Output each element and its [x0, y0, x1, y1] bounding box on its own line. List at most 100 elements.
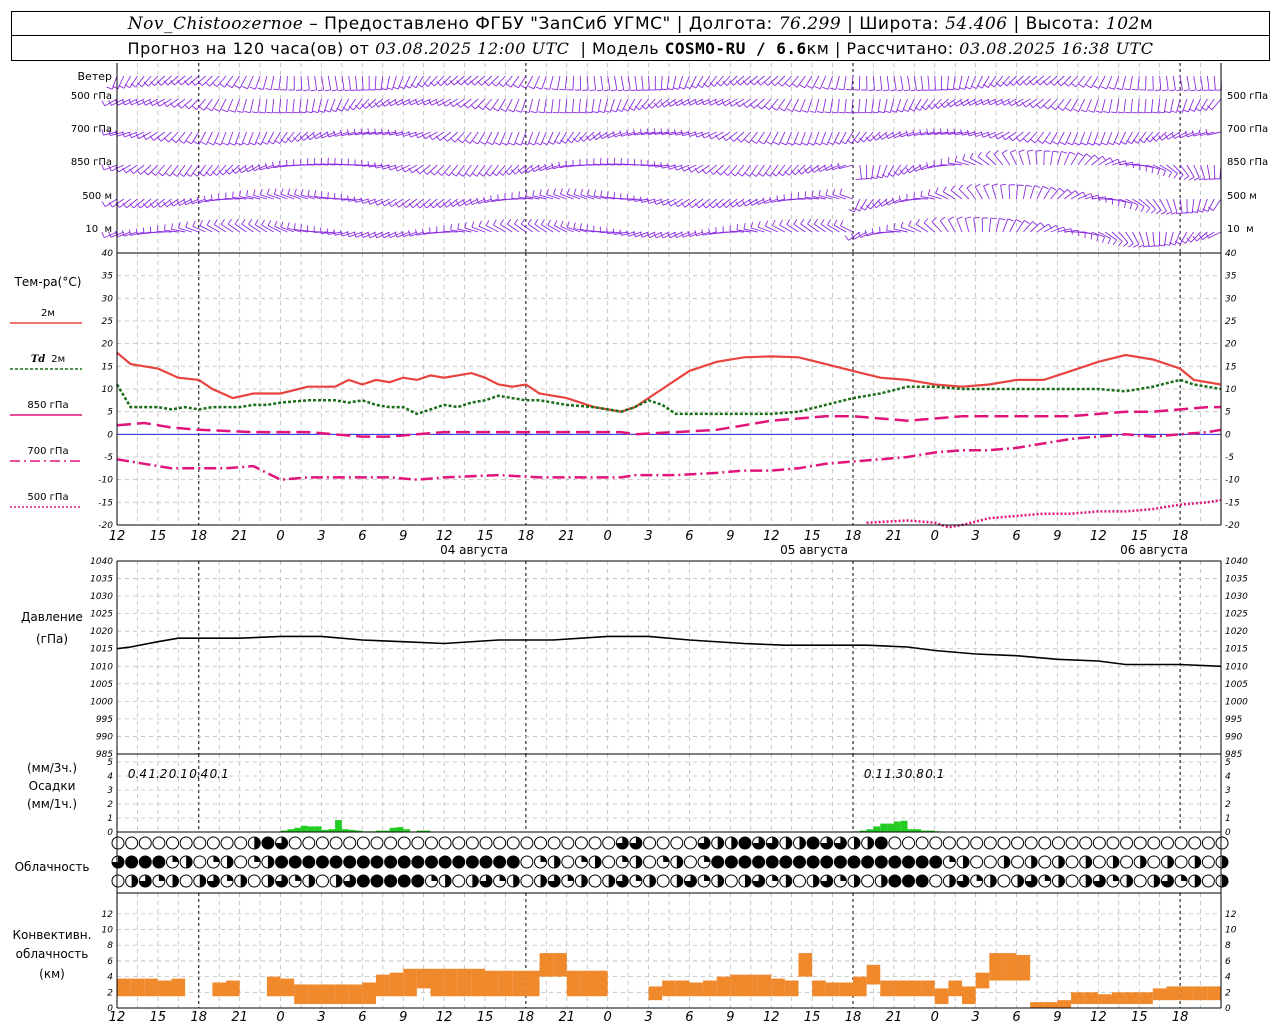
wind-barb-feather	[660, 232, 664, 239]
wind-barb-feather	[1052, 141, 1059, 145]
wind-barb-staff	[820, 223, 833, 233]
wind-barb-feather	[586, 189, 590, 196]
wind-barb-feather	[199, 106, 205, 111]
wind-barb-staff	[1106, 75, 1113, 90]
wind-barb-staff	[848, 231, 861, 241]
wind-barb-feather	[196, 196, 200, 203]
wind-barb-feather	[1024, 220, 1030, 225]
wind-barb-feather	[314, 190, 317, 197]
wind-barb-feather	[222, 142, 229, 146]
wind-barb-staff	[1186, 164, 1195, 178]
wind-barb-feather	[910, 89, 917, 92]
wind-barb-staff	[365, 98, 377, 109]
cloud-circle	[1147, 855, 1161, 869]
wind-barb-staff	[398, 198, 411, 208]
wind-barb-feather	[801, 142, 808, 146]
cloud-symbol	[315, 855, 329, 869]
wind-barb-staff	[241, 131, 247, 146]
cloud-symbol	[588, 836, 602, 850]
wind-barb-staff	[886, 230, 901, 233]
wind-barb-staff	[1078, 98, 1086, 112]
wind-barb-feather	[170, 102, 175, 108]
wind-barb-staff	[462, 164, 472, 177]
wind-barb-feather	[121, 230, 125, 237]
wind-barb-feather	[203, 195, 206, 202]
wind-barb-feather	[129, 203, 134, 209]
wind-barb-feather	[970, 85, 977, 90]
wind-barb-feather	[875, 89, 882, 92]
wind-barb-staff	[888, 131, 901, 139]
pres-y-tick-right: 1020	[1225, 627, 1248, 637]
conv-bar	[171, 978, 186, 997]
wind-barb-feather	[573, 222, 576, 229]
wind-barb-feather	[606, 157, 609, 164]
wind-barb-staff	[410, 131, 424, 138]
wind-barb-staff	[565, 131, 574, 144]
wind-barb-feather	[764, 172, 771, 177]
wind-barb-staff	[607, 163, 622, 166]
conv-bar	[212, 982, 227, 997]
wind-barb-feather	[1021, 101, 1026, 108]
conv-bar	[689, 982, 704, 997]
wind-barb-staff	[738, 98, 752, 108]
cloud-symbol	[1024, 836, 1038, 850]
wind-barb-feather	[136, 169, 142, 175]
wind-barb-feather	[274, 220, 278, 227]
wind-barb-feather	[108, 231, 112, 238]
wind-barb-staff	[1200, 75, 1204, 90]
wind-barb-feather	[637, 89, 644, 91]
wind-barb-staff	[1085, 98, 1092, 113]
wind-barb-feather	[135, 99, 139, 106]
wind-barb-feather	[130, 83, 137, 88]
wind-barb-staff	[955, 160, 969, 166]
conv-bar	[1098, 994, 1112, 1005]
wind-barb-staff	[1186, 75, 1190, 90]
x-tick-label-bottom: 3	[972, 1010, 980, 1024]
cloud-symbol	[1215, 874, 1229, 888]
wind-barb-staff	[493, 224, 506, 233]
wind-barb-staff	[1143, 131, 1154, 143]
wind-barb-feather	[1170, 110, 1177, 113]
wind-barb-staff	[909, 164, 922, 174]
cloud-circle	[125, 836, 139, 850]
wind-level-850hpa-right: 850 гПа	[1227, 157, 1268, 168]
wind-barb-feather	[492, 219, 497, 226]
wind-barb-staff	[639, 98, 649, 111]
wind-barb-staff	[683, 164, 697, 172]
wind-barb-staff	[875, 131, 888, 141]
pres-y-tick-left: 990	[96, 732, 113, 742]
wind-barb-staff	[705, 164, 717, 175]
cloud-circle	[806, 836, 820, 850]
cloud-circle	[1201, 874, 1215, 888]
wind-barb-staff	[800, 223, 813, 233]
cloud-symbol	[1120, 836, 1134, 850]
wind-barb-staff	[474, 98, 486, 110]
cloud-fill	[1112, 856, 1119, 868]
conv-bar	[539, 953, 554, 977]
cloud-circle	[1133, 836, 1147, 850]
wind-barb-feather	[728, 202, 733, 208]
wind-barb-feather	[678, 86, 685, 90]
cloud-fill	[158, 875, 165, 881]
wind-barb-staff	[355, 75, 358, 90]
cloud-symbol	[220, 874, 234, 888]
wind-barb-feather	[508, 109, 514, 113]
legend-t850-label: 850 гПа	[27, 400, 68, 411]
wind-barb-feather	[199, 220, 204, 226]
wind-barb-feather	[450, 224, 452, 231]
wind-barb-staff	[1200, 164, 1206, 179]
wind-barb-feather	[442, 202, 447, 208]
wind-barb-feather	[142, 227, 145, 234]
wind-barb-feather	[908, 220, 912, 227]
wind-barb-feather	[387, 231, 391, 238]
wind-barb-feather	[157, 171, 163, 177]
wind-barb-staff	[689, 75, 697, 89]
wind-barb-feather	[923, 218, 929, 224]
conv-bar	[839, 982, 853, 997]
cloud-circle	[506, 855, 520, 869]
wind-barb-feather	[886, 224, 888, 231]
wind-barb-feather	[859, 111, 866, 114]
cloud-symbol	[166, 874, 180, 888]
wind-barb-staff	[176, 164, 186, 177]
cloud-circle	[833, 855, 847, 869]
